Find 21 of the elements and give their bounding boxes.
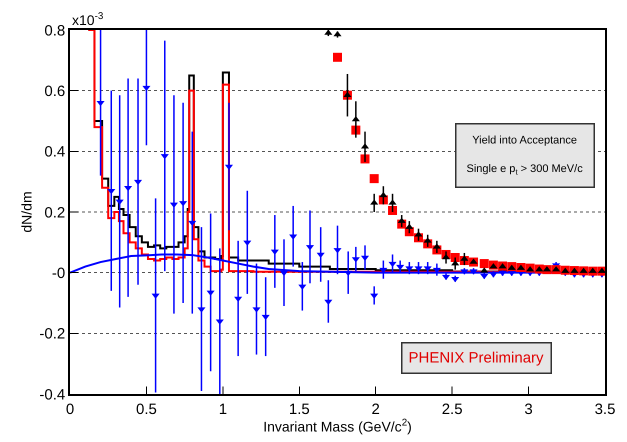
x-tick-label: 1.5 (288, 400, 310, 418)
x-tick-label: 0 (66, 400, 74, 418)
y-tick-label: -0.4 (39, 386, 66, 404)
x-tick-label: 2 (372, 400, 380, 418)
annotation: PHENIX Preliminary (408, 350, 544, 366)
y-tick-label: 0.6 (44, 82, 66, 100)
y-tick-label: 0.4 (44, 144, 66, 161)
x-axis-title: Invariant Mass (GeV/c$^{2}$) (263, 418, 412, 435)
y-tick-label: 0.2 (44, 204, 66, 222)
y-tick-label: -0.2 (39, 326, 66, 343)
y-axis-title: dN/dm (18, 191, 34, 233)
text: x10$^{-3}$ (72, 11, 104, 28)
x-tick-label: 2.5 (442, 400, 463, 418)
annotation: Single e p$_{t}$ > 300 MeV/c (466, 163, 584, 176)
x-tick-label: 0.5 (136, 400, 157, 418)
x-tick-label: 1 (218, 400, 228, 418)
x-tick-label: 3 (524, 400, 533, 418)
annotation: Yield into Acceptance (472, 134, 577, 146)
y-tick-label: 0.8 (44, 22, 66, 40)
x-tick-label: 3.5 (594, 400, 616, 418)
y-tick-label: -0 (52, 264, 66, 282)
